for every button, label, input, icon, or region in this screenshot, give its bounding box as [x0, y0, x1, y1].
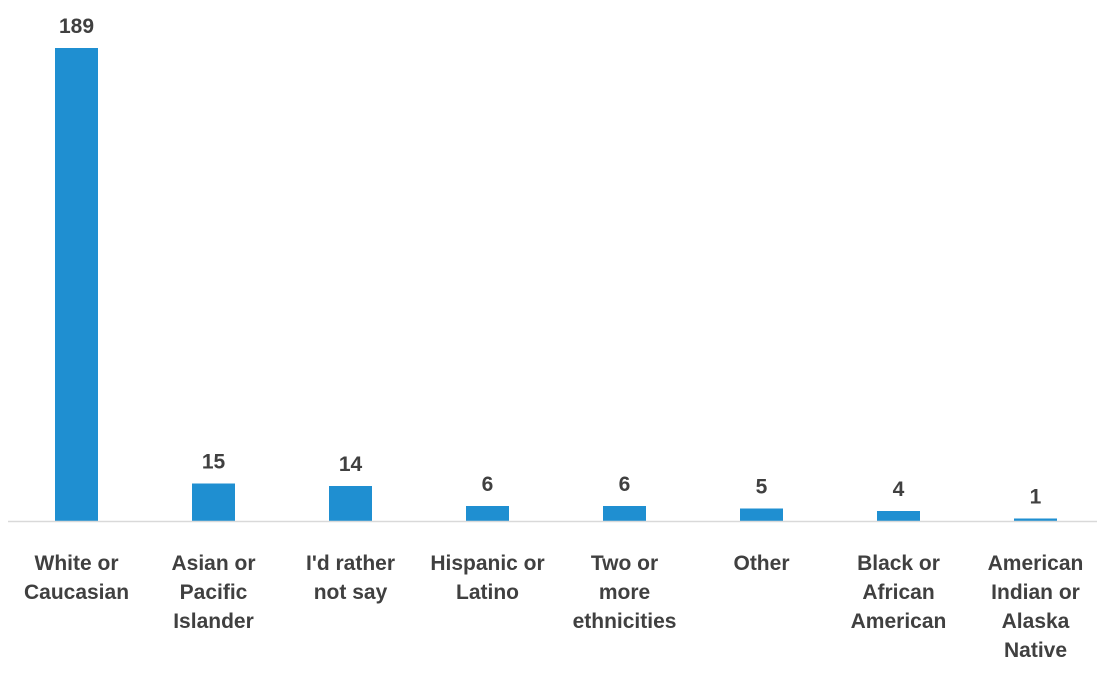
bar-7: [1014, 518, 1057, 521]
category-label-line: Latino: [456, 581, 519, 604]
data-label-1: 15: [202, 451, 226, 474]
category-label-line: Other: [733, 552, 789, 575]
category-label-line: American: [851, 610, 947, 633]
category-label-line: African: [862, 581, 934, 604]
data-label-4: 6: [619, 473, 631, 496]
bar-5: [740, 508, 783, 521]
bar-6: [877, 511, 920, 521]
category-label-line: Alaska: [1002, 610, 1070, 633]
category-label-line: American: [988, 552, 1084, 575]
bar-4: [603, 506, 646, 521]
category-label-line: Native: [1004, 639, 1067, 662]
category-label-line: Hispanic or: [430, 552, 544, 575]
category-label-7: American Indian or Alaska Native: [988, 552, 1084, 662]
category-label-line: Black or: [857, 552, 940, 575]
category-label-6: Black or African American: [851, 552, 947, 633]
bar-2: [329, 486, 372, 521]
category-label-3: Hispanic or Latino: [430, 552, 544, 604]
bars-group: [55, 48, 1057, 521]
category-label-1: Asian or Pacific Islander: [171, 552, 255, 633]
category-label-2: I'd rather not say: [306, 552, 395, 604]
category-label-4: Two or more ethnicities: [573, 552, 677, 633]
category-labels-group: White or Caucasian Asian or Pacific Islander…: [24, 552, 1083, 662]
bar-1: [192, 483, 235, 521]
data-label-2: 14: [339, 453, 363, 476]
category-label-line: Caucasian: [24, 581, 129, 604]
data-label-5: 5: [756, 476, 768, 499]
category-label-0: White or Caucasian: [24, 552, 129, 604]
category-label-line: Two or: [591, 552, 658, 575]
category-label-5: Other: [733, 552, 789, 575]
category-label-line: ethnicities: [573, 610, 677, 633]
bar-3: [466, 506, 509, 521]
value-labels-group: 189 15 14 6 6 5 4 1: [59, 15, 1042, 509]
category-label-line: not say: [314, 581, 388, 604]
data-label-0: 189: [59, 15, 94, 38]
category-label-line: I'd rather: [306, 552, 395, 575]
category-label-line: White or: [35, 552, 119, 575]
category-label-line: Indian or: [991, 581, 1080, 604]
category-label-line: more: [599, 581, 650, 604]
data-label-3: 6: [482, 473, 494, 496]
category-label-line: Islander: [173, 610, 254, 633]
category-label-line: Asian or: [171, 552, 255, 575]
data-label-6: 4: [893, 478, 905, 501]
bar-0: [55, 48, 98, 521]
category-label-line: Pacific: [180, 581, 248, 604]
data-label-7: 1: [1030, 486, 1042, 509]
